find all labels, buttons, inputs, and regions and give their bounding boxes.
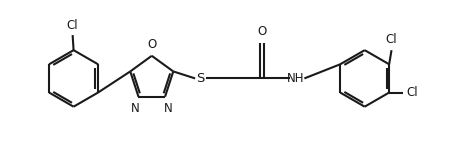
Text: N: N [131, 102, 140, 115]
Text: Cl: Cl [406, 86, 418, 99]
Text: S: S [197, 72, 205, 85]
Text: Cl: Cl [386, 33, 397, 46]
Text: Cl: Cl [67, 19, 78, 32]
Text: NH: NH [287, 72, 304, 85]
Text: O: O [147, 38, 156, 51]
Text: N: N [163, 102, 172, 115]
Text: O: O [257, 25, 266, 38]
